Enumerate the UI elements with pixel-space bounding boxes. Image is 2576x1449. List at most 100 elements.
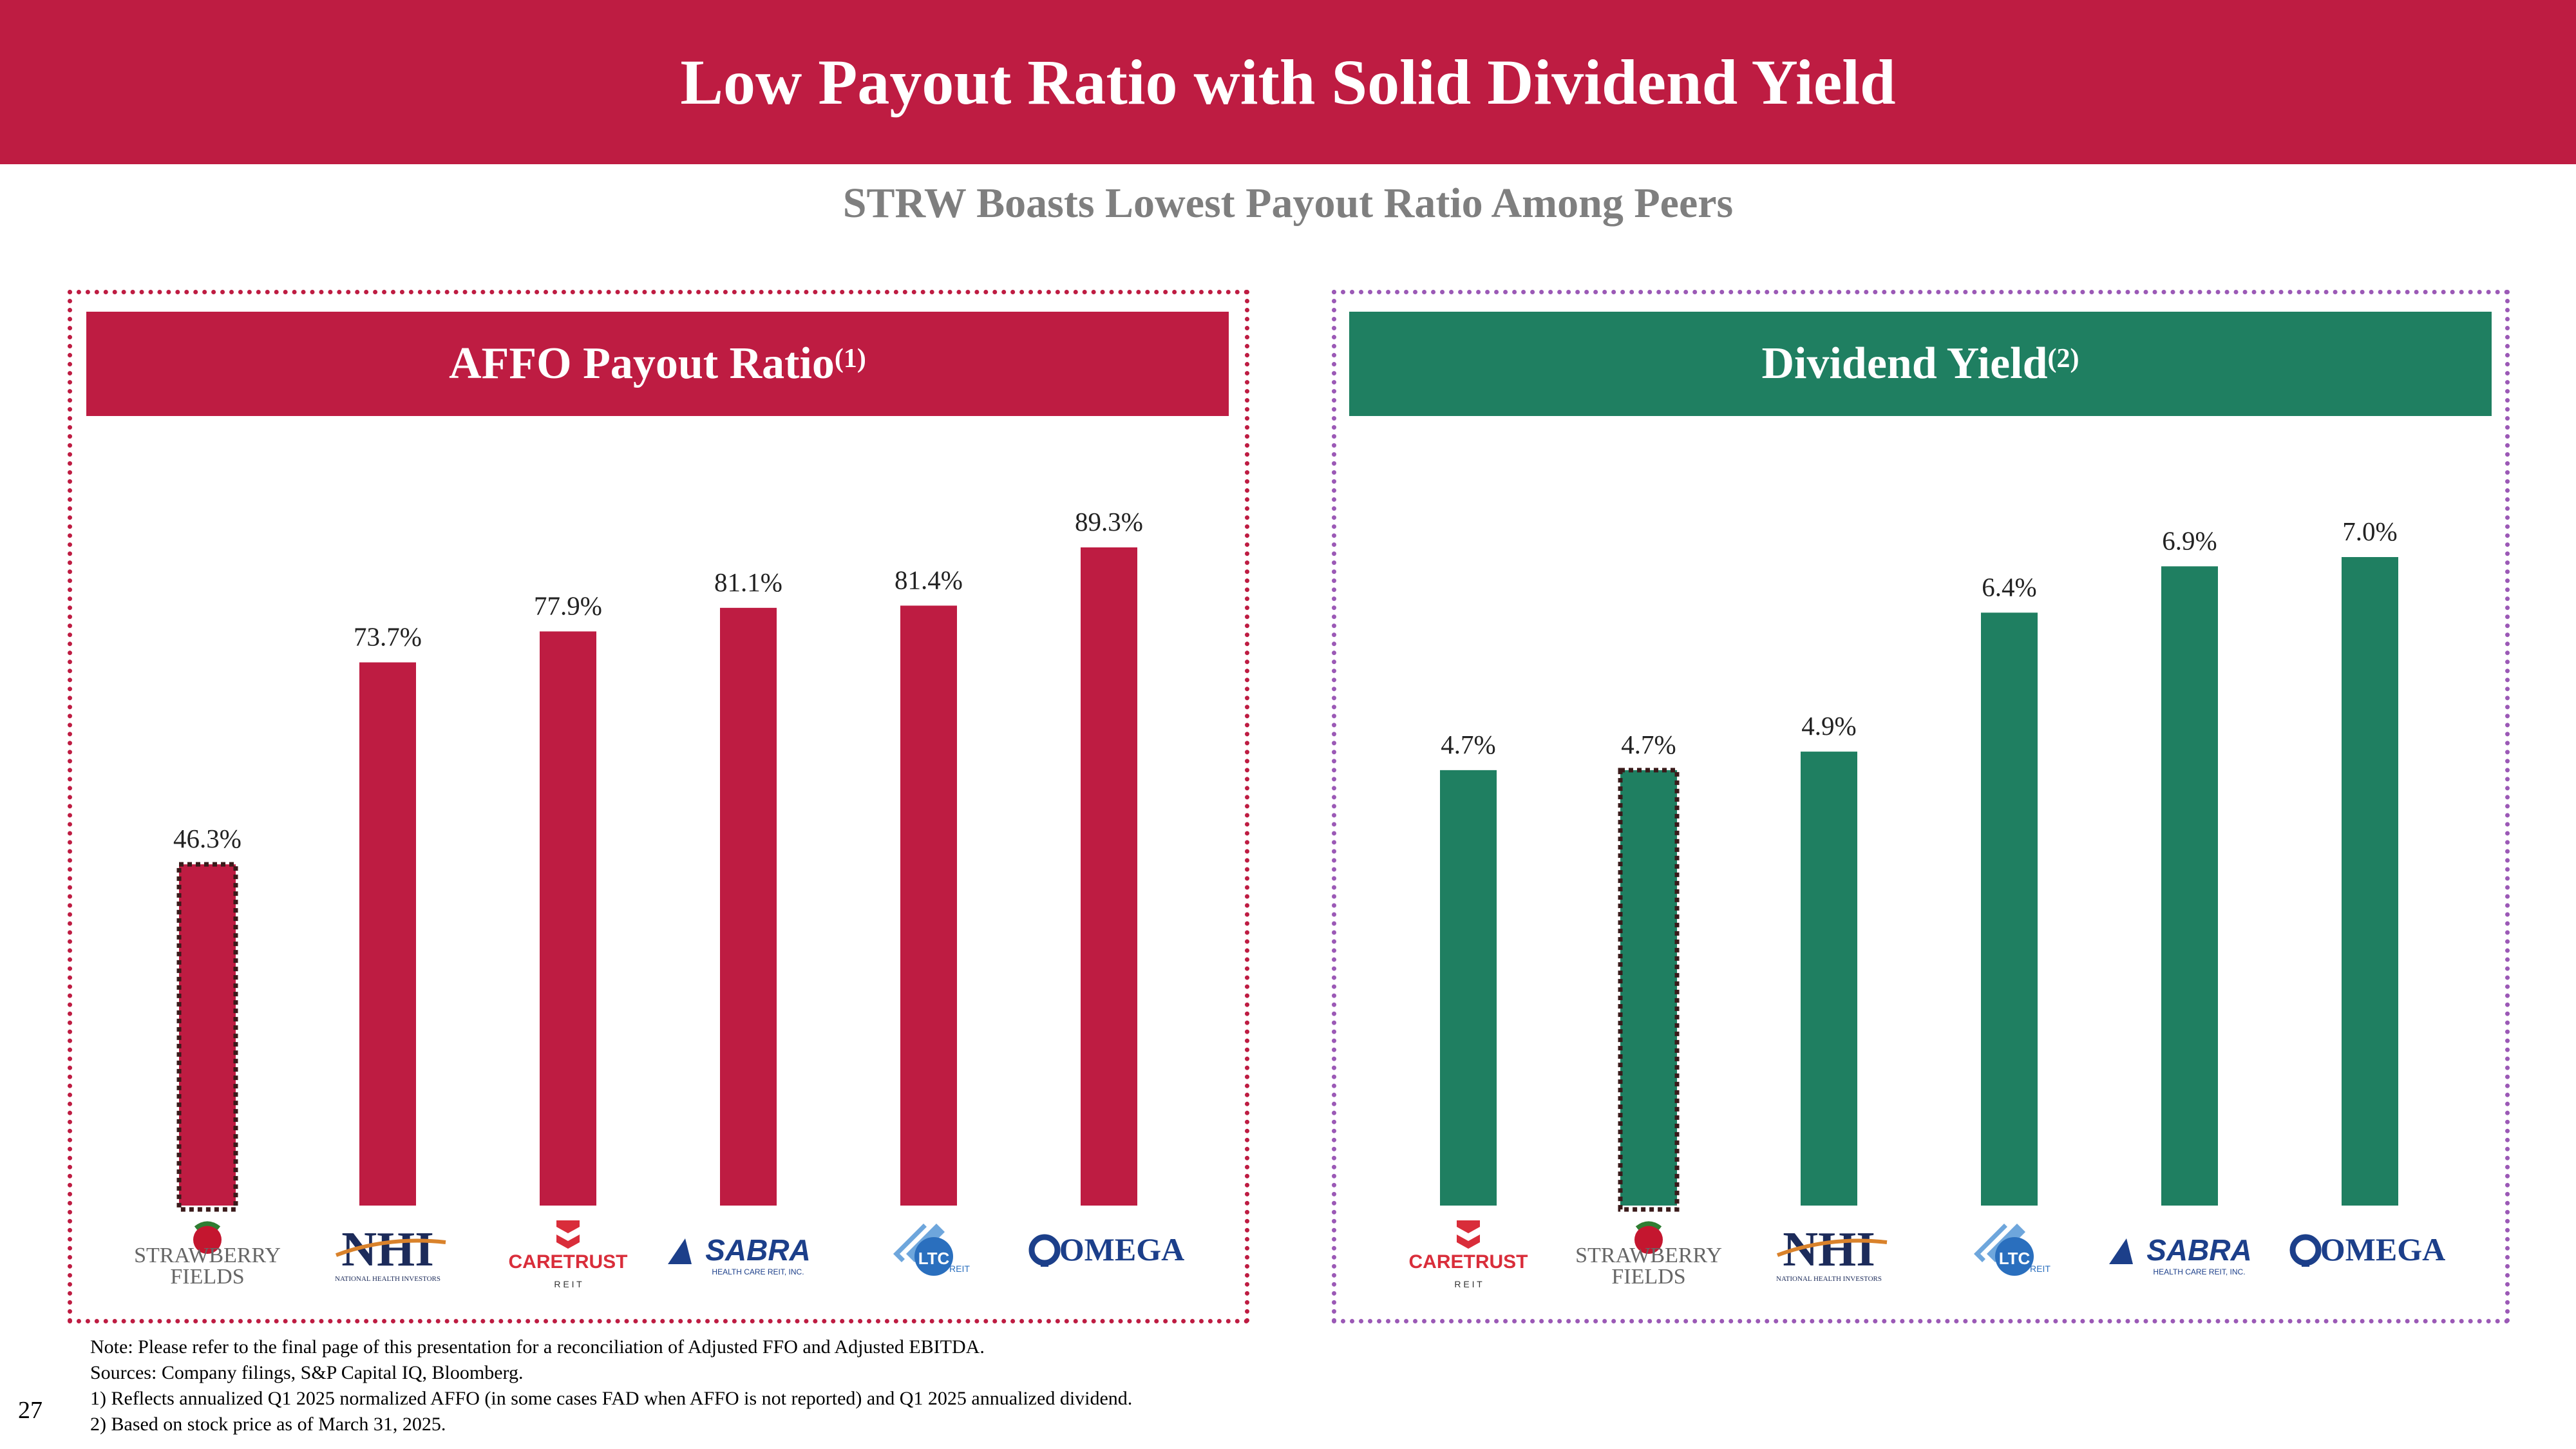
affo-payout-footnote-ref: (1) — [834, 344, 866, 374]
bar-caretrust — [1440, 770, 1497, 1206]
bar-ltc — [1981, 612, 2038, 1206]
bar-omega — [2342, 557, 2398, 1206]
chevron-shape — [1457, 1235, 1480, 1249]
ltc-diamond-icon — [1974, 1224, 2034, 1276]
footnote-line: Sources: Company filings, S&P Capital IQ… — [90, 1362, 524, 1383]
logo-text: STRAWBERRY — [1575, 1244, 1722, 1267]
omega-stem — [1041, 1260, 1048, 1267]
logo-text: SABRA — [2146, 1233, 2252, 1267]
logo-text: REIT — [2030, 1264, 2050, 1274]
dividend-yield-chart: 4.7% CARETRUST R E I T 4.7% STRAWBERRYFIELDS… — [1409, 516, 2446, 1289]
nhi-swoosh-icon — [335, 1238, 446, 1257]
chevron-shape — [556, 1220, 580, 1233]
data-label: 89.3% — [1075, 507, 1143, 536]
strawberry-icon — [1634, 1221, 1663, 1254]
bar-nhi — [359, 662, 416, 1206]
logo-text: HEALTH CARE REIT, INC. — [712, 1267, 804, 1276]
data-label: 6.4% — [1982, 572, 2036, 601]
logo-text: OMEGA — [1059, 1231, 1184, 1267]
logo-text: OMEGA — [2320, 1231, 2445, 1267]
caretrust-chevron-icon — [556, 1220, 580, 1249]
sabra-triangle-icon — [2109, 1238, 2133, 1264]
logo-text: CARETRUST — [509, 1251, 628, 1273]
logo-text: R E I T — [1454, 1279, 1482, 1289]
affo-payout-title: AFFO Payout Ratio — [449, 339, 835, 388]
omega-ring — [2289, 1234, 2322, 1266]
logo-text: REIT — [949, 1264, 970, 1274]
data-label: 4.9% — [1801, 711, 1856, 741]
strawberry-fruit — [193, 1226, 222, 1254]
chevron-shape — [556, 1235, 580, 1249]
data-label: 4.7% — [1441, 730, 1495, 759]
logo-text: CARETRUST — [1409, 1251, 1528, 1273]
ltc-diamond-icon — [893, 1224, 953, 1276]
bar-sabra — [2161, 566, 2218, 1206]
omega-ring — [1028, 1234, 1061, 1266]
logo-text: HEALTH CARE REIT, INC. — [2153, 1267, 2245, 1276]
logo-text: FIELDS — [170, 1265, 244, 1289]
data-label: 7.0% — [2342, 516, 2397, 546]
logo-caretrust: CARETRUST R E I T — [1409, 1220, 1528, 1289]
bar-sabra — [720, 607, 777, 1206]
logo-text: NATIONAL HEALTH INVESTORS — [335, 1275, 440, 1283]
caretrust-chevron-icon — [1457, 1220, 1480, 1249]
strawberry-icon — [193, 1221, 222, 1254]
omega-icon — [1028, 1234, 1061, 1267]
bar-omega — [1081, 547, 1137, 1206]
dividend-yield-footnote-ref: (2) — [2047, 344, 2079, 374]
bar-nhi — [1801, 752, 1857, 1206]
page-title: Low Payout Ratio with Solid Dividend Yie… — [680, 46, 1896, 118]
data-label: 81.4% — [895, 565, 963, 594]
ltc-badge — [1995, 1237, 2034, 1276]
page-subtitle: STRW Boasts Lowest Payout Ratio Among Pe… — [842, 180, 1734, 227]
logo-text: NATIONAL HEALTH INVESTORS — [1776, 1275, 1882, 1283]
footnotes: Note: Please refer to the final page of … — [90, 1334, 2022, 1437]
data-label: 46.3% — [173, 824, 242, 853]
logo-text: SABRA — [705, 1233, 811, 1267]
logo-omega: OMEGA — [2289, 1231, 2445, 1267]
footnote-line: Note: Please refer to the final page of … — [90, 1336, 985, 1358]
data-label: 73.7% — [354, 622, 422, 652]
highlight-outline — [176, 862, 238, 1212]
footnote-line: 2) Based on stock price as of March 31, … — [90, 1414, 446, 1435]
chevron-shape — [1457, 1220, 1480, 1233]
logo-text: STRAWBERRY — [134, 1244, 281, 1267]
strawberry-leaf — [1635, 1221, 1662, 1230]
affo-payout-header: AFFO Payout Ratio (1) — [86, 312, 1229, 416]
footnote-line: 1) Reflects annualized Q1 2025 normalize… — [90, 1388, 1133, 1409]
omega-stem — [2302, 1260, 2309, 1267]
nhi-swoosh-icon — [1776, 1238, 1888, 1257]
bar-caretrust — [540, 631, 596, 1206]
logo-caretrust: CARETRUST R E I T — [509, 1220, 628, 1289]
logo-text: R E I T — [554, 1279, 582, 1289]
omega-icon — [2289, 1234, 2322, 1267]
data-label: 4.7% — [1621, 730, 1676, 759]
sabra-triangle-icon — [668, 1238, 692, 1264]
dividend-yield-title: Dividend Yield — [1761, 339, 2048, 388]
strawberry-fruit — [1634, 1226, 1663, 1254]
ltc-badge — [914, 1237, 953, 1276]
affo-payout-panel: AFFO Payout Ratio (1) — [68, 290, 1249, 1323]
bar-strawberry-fields — [179, 864, 236, 1206]
strawberry-leaf — [194, 1221, 221, 1230]
logo-text: LTC — [1999, 1249, 2031, 1268]
dividend-yield-panel: Dividend Yield (2) — [1332, 290, 2510, 1323]
data-label: 77.9% — [534, 591, 602, 620]
bar-strawberry-fields — [1620, 770, 1677, 1206]
logo-text: LTC — [918, 1249, 950, 1268]
data-label: 81.1% — [714, 567, 782, 597]
data-label: 6.9% — [2162, 526, 2217, 555]
bar-ltc — [900, 605, 957, 1206]
logo-omega: OMEGA — [1028, 1231, 1184, 1267]
dividend-yield-header: Dividend Yield (2) — [1349, 312, 2492, 416]
